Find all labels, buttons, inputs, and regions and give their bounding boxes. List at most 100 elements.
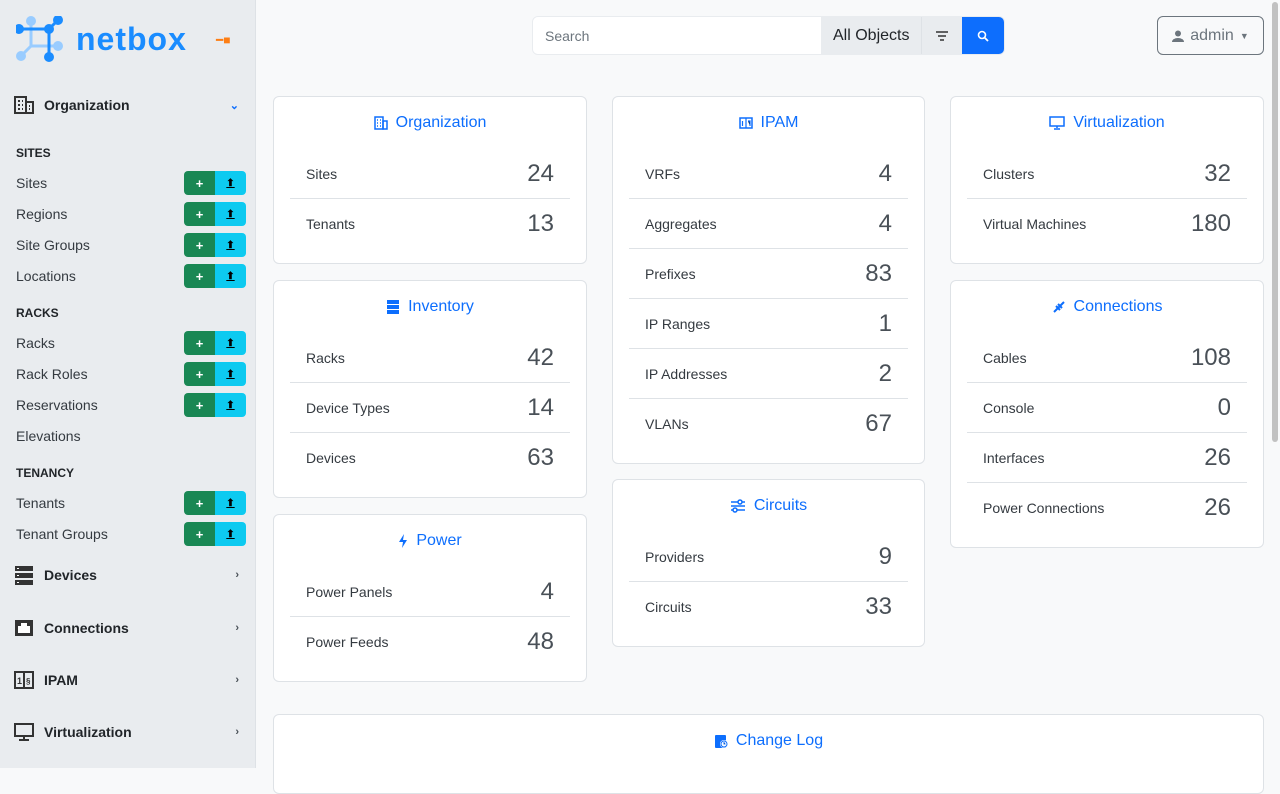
card-row[interactable]: Devices 63 [290,433,570,483]
import-button[interactable]: ⬆ [215,171,246,195]
row-label: Device Types [306,399,390,416]
card-connections: Connections Cables 108 Console 0 Interfaces 26… [950,280,1264,548]
add-button[interactable]: + [184,264,215,288]
row-label: Providers [645,548,705,565]
card-row[interactable]: Tenants 13 [290,199,570,249]
upload-icon: ⬆ [226,399,235,411]
card-row[interactable]: Racks 42 [290,333,570,383]
sidebar-item-label: Sites [16,175,48,191]
import-button[interactable]: ⬆ [215,393,246,417]
upload-icon: ⬆ [226,368,235,380]
sidebar-item[interactable]: Elevations [16,424,246,448]
card-title[interactable]: Inventory [274,281,586,333]
add-button[interactable]: + [184,233,215,257]
add-button[interactable]: + [184,393,215,417]
card-row[interactable]: Cables 108 [967,333,1247,383]
sidebar-item[interactable]: Locations + ⬆ [16,264,246,288]
row-count: 1 [878,309,892,337]
card-row[interactable]: VRFs 4 [629,149,908,199]
filter-icon [936,30,949,41]
search-button[interactable] [962,17,1005,54]
building-icon [14,95,34,115]
row-count: 14 [527,393,554,421]
import-button[interactable]: ⬆ [215,491,246,515]
card-row[interactable]: Device Types 14 [290,383,570,433]
card-row[interactable]: Clusters 32 [967,149,1247,199]
import-button[interactable]: ⬆ [215,331,246,355]
add-button[interactable]: + [184,491,215,515]
sidebar-item-label: Tenants [16,495,66,511]
card-row[interactable]: Providers 9 [629,532,908,582]
card-row[interactable]: Power Feeds 48 [290,617,570,667]
chevron-right-icon: › [235,569,239,581]
sidebar-item[interactable]: Regions + ⬆ [16,202,246,226]
card-row[interactable]: IP Addresses 2 [629,349,908,399]
upload-icon: ⬆ [226,270,235,282]
scrollbar[interactable] [1272,2,1278,442]
sidebar-section-connections[interactable]: Connections › [14,618,239,638]
sidebar-item[interactable]: Sites + ⬆ [16,171,246,195]
card-row[interactable]: IP Ranges 1 [629,299,908,349]
row-label: Prefixes [645,265,696,282]
sidebar-item-label: Locations [16,268,76,284]
netbox-logo[interactable]: netbox [16,16,187,62]
svg-text:1: 1 [17,676,22,686]
sidebar-section-devices[interactable]: Devices › [14,565,239,585]
sidebar-item[interactable]: Tenant Groups + ⬆ [16,522,246,546]
plus-icon: + [195,237,204,253]
user-menu-button[interactable]: admin ▼ [1157,16,1264,55]
row-label: Racks [306,349,345,366]
section-label: Virtualization [44,724,132,740]
card-title-text: Inventory [408,298,474,315]
card-title[interactable]: Circuits [613,480,924,532]
card-title-text: Connections [1073,298,1163,315]
sidebar-item[interactable]: Racks + ⬆ [16,331,246,355]
card-title[interactable]: Change Log [274,715,1263,767]
add-button[interactable]: + [184,331,215,355]
card-row[interactable]: Interfaces 26 [967,433,1247,483]
card-virtualization: Virtualization Clusters 32 Virtual Machines… [950,96,1264,264]
pin-icon[interactable]: ━■ [216,33,231,47]
sidebar-item[interactable]: Site Groups + ⬆ [16,233,246,257]
sidebar-section-ipam[interactable]: 1 § IPAM › [14,670,239,690]
card-row[interactable]: Power Panels 4 [290,567,570,617]
import-button[interactable]: ⬆ [215,264,246,288]
card-power: Power Power Panels 4 Power Feeds 48 [273,514,587,682]
sidebar-item[interactable]: Reservations + ⬆ [16,393,246,417]
card-title[interactable]: Virtualization [951,97,1263,149]
card-title[interactable]: Power [274,515,586,567]
card-row[interactable]: Power Connections 26 [967,483,1247,533]
card-row[interactable]: VLANs 67 [629,399,908,449]
upload-icon: ⬆ [226,177,235,189]
card-title-text: Change Log [735,732,824,749]
add-button[interactable]: + [184,171,215,195]
card-row[interactable]: Sites 24 [290,149,570,199]
sidebar-section-organization[interactable]: Organization ⌄ [14,95,239,115]
add-button[interactable]: + [184,202,215,226]
card-row[interactable]: Prefixes 83 [629,249,908,299]
import-button[interactable]: ⬆ [215,522,246,546]
search-input[interactable] [533,17,821,54]
row-label: Power Panels [306,583,393,600]
card-title[interactable]: IPAM [613,97,924,149]
filter-button[interactable] [922,17,963,54]
card-title[interactable]: Connections [951,281,1263,333]
import-button[interactable]: ⬆ [215,362,246,386]
search-scope-select[interactable]: All Objects [821,17,923,54]
virtualization-icon [1049,116,1066,130]
card-row[interactable]: Aggregates 4 [629,199,908,249]
import-button[interactable]: ⬆ [215,233,246,257]
card-row[interactable]: Console 0 [967,383,1247,433]
sidebar-section-virtualization[interactable]: Virtualization › [14,722,239,742]
card-row[interactable]: Virtual Machines 180 [967,199,1247,249]
row-count: 24 [527,159,554,187]
sidebar-item[interactable]: Rack Roles + ⬆ [16,362,246,386]
card-title[interactable]: Organization [274,97,586,149]
import-button[interactable]: ⬆ [215,202,246,226]
add-button[interactable]: + [184,522,215,546]
row-label: VLANs [645,416,689,432]
card-row[interactable]: Circuits 33 [629,582,908,632]
row-label: Cables [983,349,1027,366]
add-button[interactable]: + [184,362,215,386]
sidebar-item[interactable]: Tenants + ⬆ [16,491,246,515]
